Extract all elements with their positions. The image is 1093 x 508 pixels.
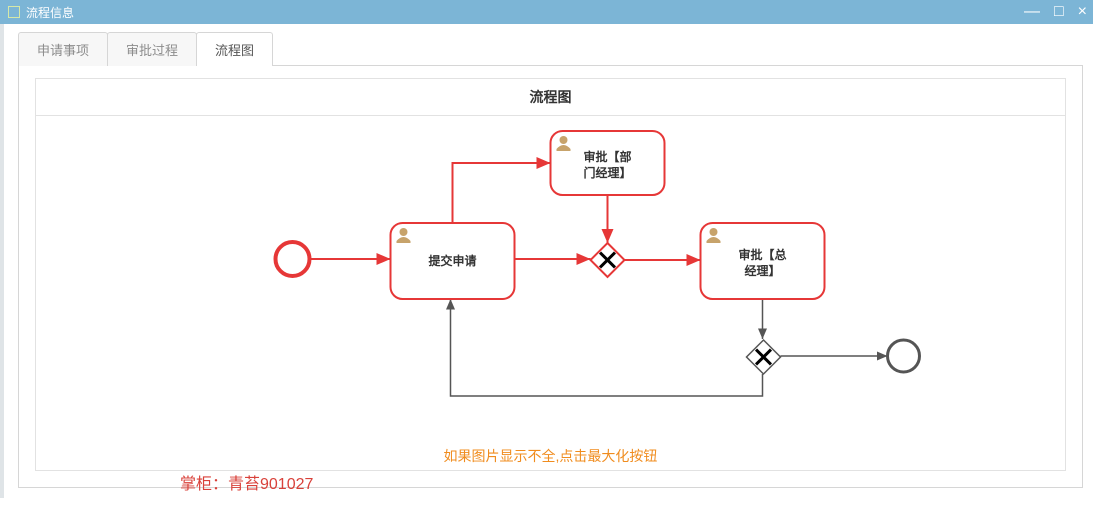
diagram-body: 提交申请 审批【部门经理】审批【总经理】 [36, 116, 1065, 436]
tab-flowchart[interactable]: 流程图 [196, 32, 273, 66]
minimize-button[interactable]: — [1024, 4, 1040, 20]
tab-panel: 流程图 提交申请 审批【部门经理】审批【总经理】 如果图片显示不全,点击最大化按钮 [18, 66, 1083, 488]
tabs-row: 申请事项 审批过程 流程图 [18, 32, 1083, 66]
tab-approval[interactable]: 审批过程 [107, 32, 197, 66]
tab-label: 申请事项 [37, 40, 89, 59]
svg-text:审批【总: 审批【总 [738, 247, 786, 262]
watermark-text: 掌柜：青苔901027 [180, 470, 313, 494]
window-controls: — □ × [1024, 0, 1087, 24]
svg-text:提交申请: 提交申请 [428, 253, 476, 268]
diagram-box: 流程图 提交申请 审批【部门经理】审批【总经理】 如果图片显示不全,点击最大化按钮 [35, 78, 1066, 471]
diagram-header: 流程图 [36, 79, 1065, 116]
close-button[interactable]: × [1078, 4, 1087, 20]
window-title-bar: 流程信息 — □ × [0, 0, 1093, 24]
svg-text:门经理】: 门经理】 [583, 165, 631, 180]
svg-text:经理】: 经理】 [744, 263, 780, 278]
flowchart-svg: 提交申请 审批【部门经理】审批【总经理】 [36, 116, 1065, 436]
tab-apply[interactable]: 申请事项 [18, 32, 108, 66]
content-area: 申请事项 审批过程 流程图 流程图 提交申请 审批【部门经理】审批【总经理】 如果… [0, 24, 1093, 498]
document-icon [8, 6, 20, 18]
maximize-button[interactable]: □ [1054, 4, 1064, 20]
hint-text: 如果图片显示不全,点击最大化按钮 [36, 436, 1065, 470]
tab-label: 审批过程 [126, 40, 178, 59]
window-title: 流程信息 [26, 4, 74, 21]
svg-text:审批【部: 审批【部 [583, 149, 631, 164]
tab-label: 流程图 [215, 40, 254, 59]
